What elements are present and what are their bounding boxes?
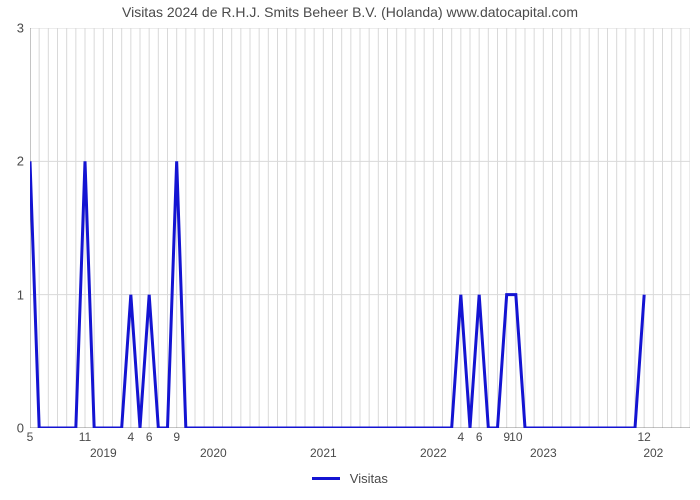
x-tick-year: 2021 xyxy=(310,446,337,460)
x-tick-year: 202 xyxy=(643,446,663,460)
legend: Visitas xyxy=(0,470,700,486)
x-tick-minor: 10 xyxy=(509,428,522,444)
x-tick-year: 2023 xyxy=(530,446,557,460)
x-tick-minor: 6 xyxy=(476,428,483,444)
y-tick: 3 xyxy=(17,21,30,36)
legend-swatch xyxy=(312,477,340,480)
x-tick-minor: 12 xyxy=(637,428,650,444)
x-tick-year: 2019 xyxy=(90,446,117,460)
legend-label: Visitas xyxy=(350,471,388,486)
x-tick-minor: 4 xyxy=(457,428,464,444)
y-tick: 1 xyxy=(17,287,30,302)
x-tick-minor: 9 xyxy=(173,428,180,444)
chart-title: Visitas 2024 de R.H.J. Smits Beheer B.V.… xyxy=(0,4,700,20)
x-tick-minor: 5 xyxy=(27,428,34,444)
x-tick-year: 2022 xyxy=(420,446,447,460)
y-tick: 2 xyxy=(17,154,30,169)
x-tick-minor: 6 xyxy=(146,428,153,444)
x-tick-minor: 4 xyxy=(127,428,134,444)
plot-area: 0123511469469101220192020202120222023202 xyxy=(30,28,690,428)
x-tick-minor: 11 xyxy=(79,428,91,444)
x-tick-year: 2020 xyxy=(200,446,227,460)
chart-svg xyxy=(30,28,690,428)
